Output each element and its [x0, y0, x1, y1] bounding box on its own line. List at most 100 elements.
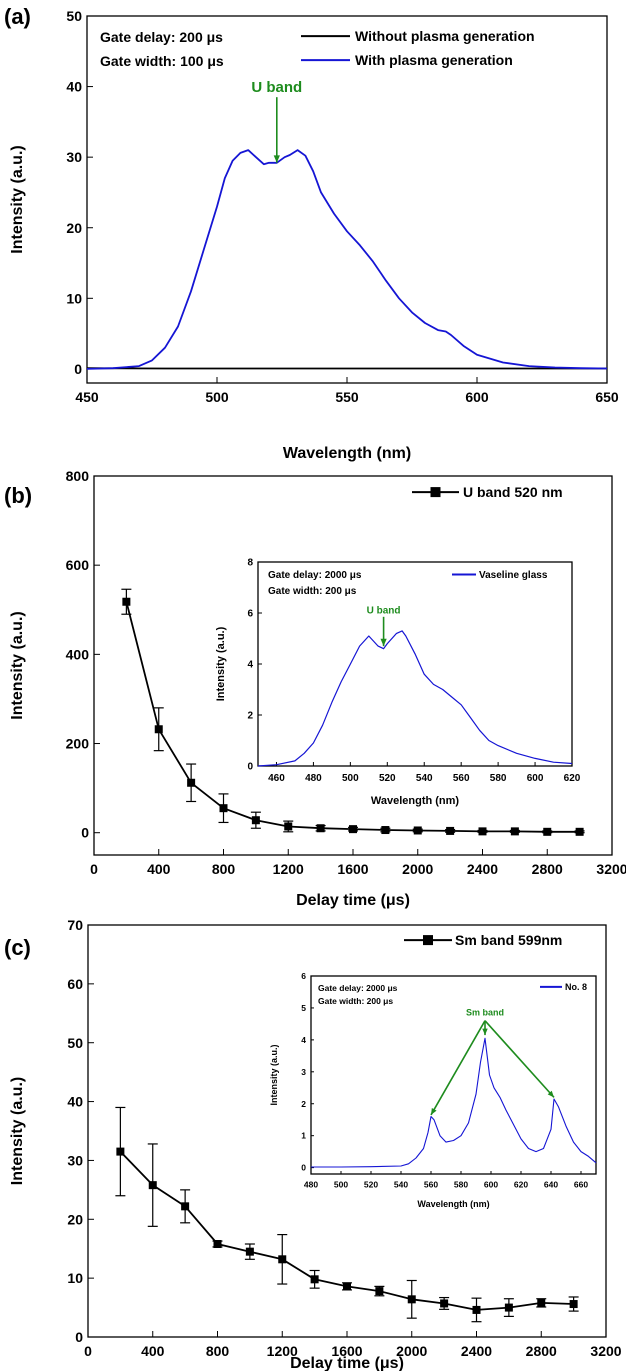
panel-c-inset-x-tick-label: 560 [424, 1180, 438, 1190]
panel-b-inset-series-line [257, 630, 573, 767]
panel-a-x-axis-label: Wavelength (nm) [283, 445, 411, 462]
panel-b-data-point [122, 597, 131, 606]
panel-c-x-tick-label: 1200 [267, 1343, 298, 1359]
panel-b-inset-y-tick-label: 2 [247, 711, 253, 722]
panel-b-data-point [349, 825, 357, 834]
panel-b-inset-gate-note: Gate width: 200 μs [268, 586, 357, 597]
panel-c-inset-x-tick-label: 540 [394, 1180, 408, 1190]
panel-b-inset: 460 480 500 520 540 560 580 600 620 0 2 4 6 8 Waveleng… [215, 558, 581, 807]
panel-c-inset-gate-note: Gate delay: 2000 μs [318, 983, 398, 993]
panel-a-x-tick-label: 650 [595, 389, 619, 405]
panel-b-inset-y-axis-label: Intensity (a.u.) [215, 626, 227, 701]
panel-c-inset-x-axis-label: Wavelength (nm) [417, 1199, 489, 1209]
panel-c-inset-annotation-label: Sm band [466, 1008, 504, 1018]
panel-a-plot-frame [86, 15, 608, 384]
panel-a-annotation-label: U band [251, 79, 302, 96]
panel-b-x-tick-label: 1600 [337, 861, 368, 877]
panel-c-inset-x-tick-label: 660 [574, 1180, 588, 1190]
panel-b-data-point [219, 804, 228, 813]
panel-c-data-point [245, 1247, 254, 1256]
panel-b-inset-annotation-label: U band [367, 605, 401, 616]
panel-c-x-tick-label: 2800 [526, 1343, 557, 1359]
panel-c-legend-label: Sm band 599nm [455, 932, 562, 948]
panel-c-x-tick-label: 800 [206, 1343, 230, 1359]
panel-c-y-tick-label: 60 [67, 976, 83, 992]
panel-b-panel-label: (b) [4, 483, 32, 508]
panel-c-y-tick-label: 50 [67, 1035, 83, 1051]
panel-a-x-tick-label: 500 [205, 389, 229, 405]
panel-a-y-tick-label: 50 [66, 8, 82, 24]
panel-b-data-point [575, 827, 584, 836]
panel-c-inset-annotation-arrow-head [482, 1028, 488, 1036]
panel-c-inset-annotation-arrow-shaft [484, 1020, 555, 1098]
panel-c-inset-annotation-arrow-head [547, 1090, 554, 1098]
panel-c-data-point [278, 1255, 287, 1264]
panel-b-data-point [413, 826, 422, 835]
panel-b-x-tick-label: 400 [147, 861, 171, 877]
panel-c-y-tick-label: 20 [67, 1211, 83, 1227]
panel-a-y-tick-label: 10 [66, 290, 82, 306]
panel-a: (a) 450 500 550 600 650 0 10 20 30 40 50 Wavelength … [4, 4, 619, 462]
panel-c-panel-label: (c) [4, 935, 31, 960]
panel-c-inset-y-tick-label: 4 [301, 1035, 306, 1045]
panel-b-y-axis-label: Intensity (a.u.) [9, 611, 26, 719]
panel-a-gate-note: Gate delay: 200 μs [100, 29, 223, 45]
panel-b-inset-y-tick-label: 0 [247, 762, 253, 773]
panel-a-series-line [86, 149, 608, 370]
panel-b-data-point [446, 826, 455, 835]
panel-b-inset-x-axis-label: Wavelength (nm) [371, 795, 460, 807]
panel-b-x-tick-label: 2000 [402, 861, 433, 877]
panel-c-inset-x-tick-label: 600 [484, 1180, 498, 1190]
panel-b-data-point [510, 827, 519, 836]
panel-b-x-axis-label: Delay time (μs) [296, 892, 410, 909]
panel-b-y-tick-label: 800 [66, 468, 90, 484]
panel-b-plot-frame [93, 475, 613, 856]
panel-b-x-tick-label: 2800 [532, 861, 563, 877]
panel-b-x-tick-label: 2400 [467, 861, 498, 877]
panel-c-data-point [569, 1300, 578, 1309]
panel-c-x-axis-label: Delay time (μs) [290, 1355, 404, 1371]
panel-b-x-tick-label: 1200 [273, 861, 304, 877]
panel-c-inset-x-tick-label: 500 [334, 1180, 348, 1190]
panel-b-inset-x-tick-label: 480 [305, 773, 322, 784]
panel-b-data-point [187, 778, 196, 787]
panel-b-inset-x-tick-label: 580 [490, 773, 507, 784]
panel-a-panel-label: (a) [4, 4, 31, 29]
panel-b-inset-annotation-arrow-head [380, 638, 387, 647]
panel-b-y-tick-label: 600 [66, 557, 90, 573]
panel-c-y-tick-label: 70 [67, 917, 83, 933]
panel-b-inset-y-tick-label: 6 [247, 609, 253, 620]
panel-b-inset-x-tick-label: 520 [379, 773, 396, 784]
panel-c-data-point [213, 1240, 222, 1249]
panel-c-y-tick-label: 40 [67, 1094, 83, 1110]
panel-b-inset-x-tick-label: 620 [564, 773, 581, 784]
panel-a-y-tick-label: 20 [66, 220, 82, 236]
panel-a-x-tick-label: 600 [465, 389, 489, 405]
panel-c-inset-y-tick-label: 2 [301, 1099, 306, 1109]
panel-a-x-tick-label: 450 [75, 389, 99, 405]
panel-c-y-tick-label: 10 [67, 1270, 83, 1286]
panel-c-legend-marker [423, 935, 433, 946]
panel-b-data-point [543, 827, 552, 836]
panel-c-y-tick-label: 30 [67, 1152, 83, 1168]
panel-c-inset-x-tick-label: 620 [514, 1180, 528, 1190]
panel-a-gate-note: Gate width: 100 μs [100, 53, 224, 69]
panel-c-data-point [407, 1295, 416, 1304]
panel-c-inset-gate-note: Gate width: 200 μs [318, 996, 393, 1006]
panel-c-inset-annotation-arrow-shaft [430, 1020, 486, 1116]
panel-c-inset-x-tick-label: 480 [304, 1180, 318, 1190]
panel-b-data-point [316, 824, 325, 833]
panel-c-inset-y-axis-label: Intensity (a.u.) [269, 1044, 279, 1105]
panel-c-inset-legend-label: No. 8 [565, 982, 587, 992]
panel-b-data-point [251, 816, 260, 825]
panel-c-inset-plot-frame [310, 975, 597, 1175]
panel-a-x-tick-label: 550 [335, 389, 359, 405]
panel-c-inset-x-tick-label: 520 [364, 1180, 378, 1190]
panel-a-y-tick-label: 0 [74, 361, 82, 377]
panel-a-y-axis-label: Intensity (a.u.) [9, 145, 26, 253]
panel-b-data-point [381, 826, 390, 835]
panel-b-inset-x-tick-label: 500 [342, 773, 359, 784]
panel-c-inset-y-tick-label: 3 [301, 1067, 306, 1077]
panel-c-x-tick-label: 2400 [461, 1343, 492, 1359]
